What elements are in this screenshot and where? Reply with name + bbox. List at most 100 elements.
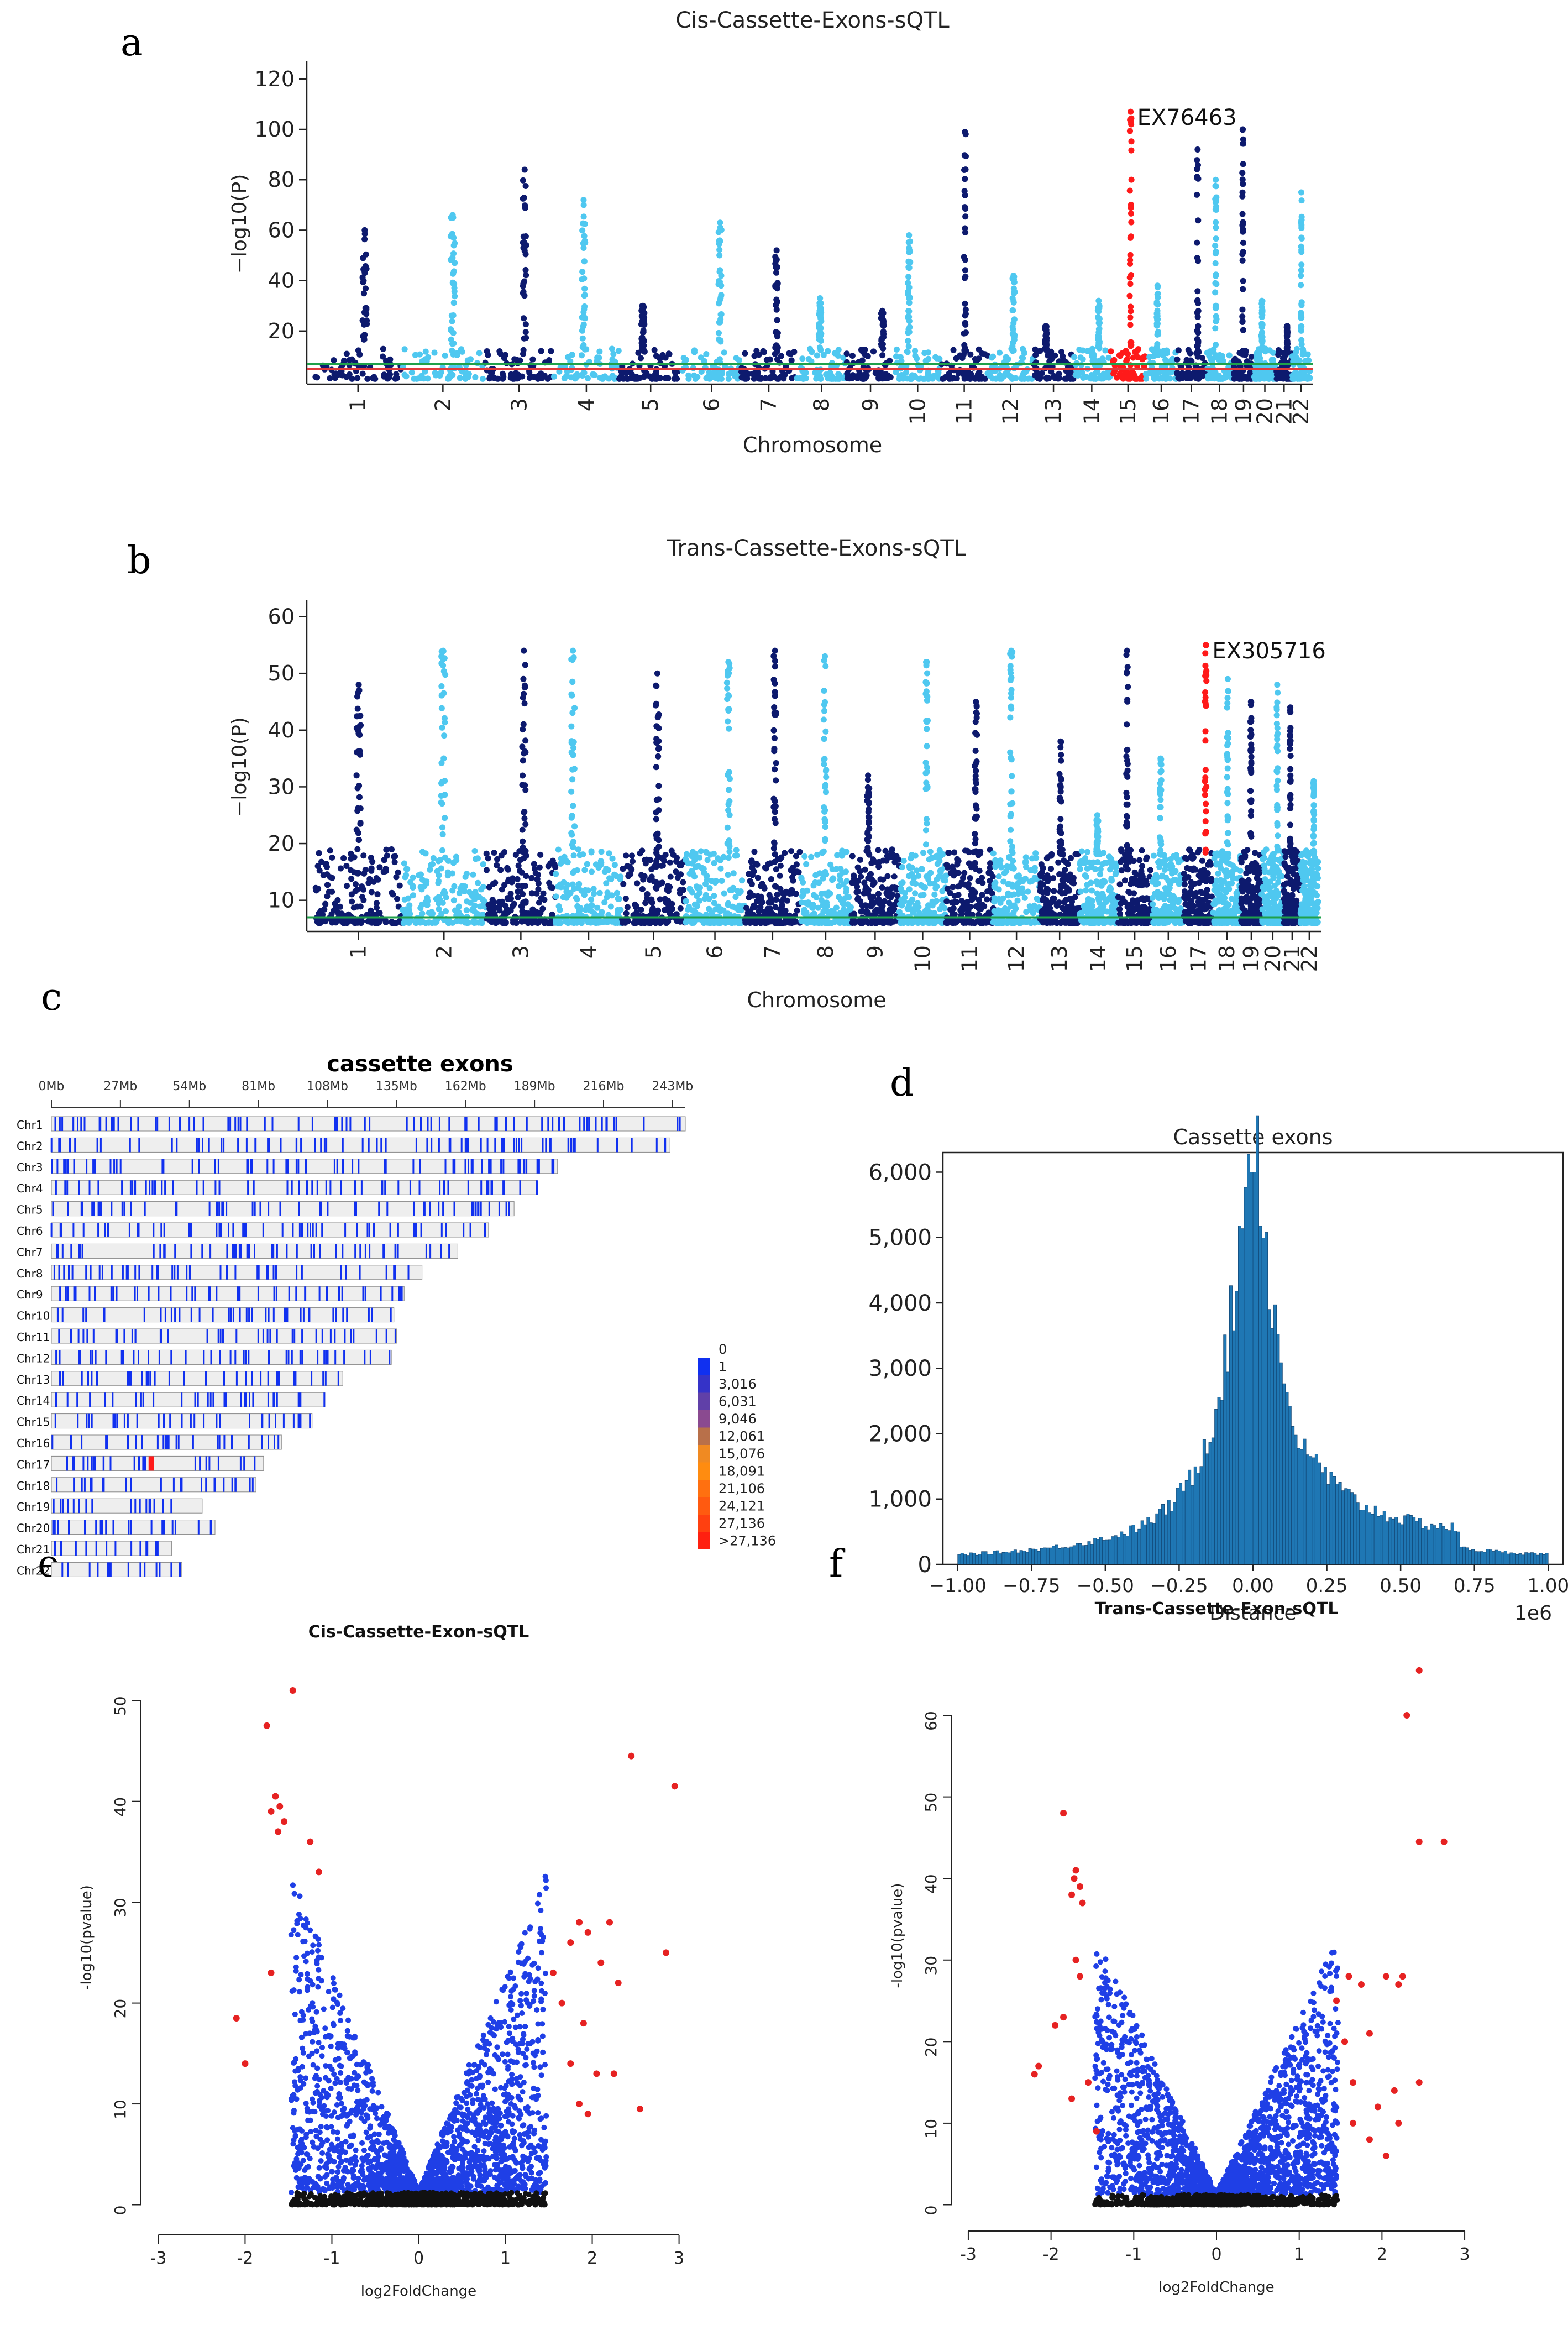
chromosome-label: Chr16 [17,1437,50,1450]
point-cloud-chr14 [1071,345,1114,382]
chromosome-label: Chr11 [17,1331,50,1344]
density-bands [50,1138,667,1153]
density-bands [53,1499,172,1514]
red-point [1031,2071,1038,2078]
x-tick-label: -3 [150,2249,166,2268]
x-tick-label-chr16: 16 [1149,398,1173,425]
red-point [1349,2119,1356,2127]
highlight-label: EX305716 [1212,638,1325,664]
peak-points-chr14 [1093,812,1102,857]
chromosome-bar [51,1137,670,1153]
chromosome-label: Chr6 [17,1224,43,1238]
red-point [628,1752,635,1760]
peak-points-chr15 [1126,108,1135,349]
legend-label: 9,046 [719,1411,757,1427]
point-cloud-chr8 [798,847,854,926]
x-axis-label: log2FoldChange [1158,2279,1274,2296]
red-point [1415,1838,1423,1845]
x-tick-label: 1 [1294,2245,1304,2264]
y-tick-label: 30 [111,1898,129,1918]
red-point [268,1969,275,1976]
red-point [1072,1867,1079,1874]
red-point [263,1722,270,1729]
x-tick-label-chr2: 2 [432,945,456,959]
y-tick-label: 30 [268,774,295,799]
axis-tick-label: 54Mb [172,1080,206,1093]
x-tick-label: 0.25 [1306,1575,1348,1597]
x-tick-label: -1 [1125,2245,1142,2264]
legend-label: 6,031 [719,1394,757,1410]
point-cloud-chr21 [1281,847,1304,926]
red-point [1399,1973,1406,1980]
chromosome-label: Chr5 [17,1203,43,1217]
density-bands [55,1350,391,1365]
manhattan-plot-a: Cis-Cassette-Exons-sQTL20406080100120−lo… [228,8,1313,457]
peak-points-chr8 [820,653,830,855]
peak-points-chr11 [961,129,969,354]
red-point [1333,1997,1340,2004]
red-point [615,1980,622,1987]
y-tick-label: 5,000 [868,1226,932,1251]
panel-letter-f: f [829,1542,843,1586]
point-cloud-chr2 [400,346,486,382]
legend-swatch [698,1392,710,1410]
manhattan-plot-b: Trans-Cassette-Exons-sQTL 10 20 30 40 50 60 −lo… [228,536,1326,1012]
chromosome-label: Chr13 [17,1373,50,1386]
peak-points-chr9 [864,772,873,858]
y-tick-label: 20 [111,1999,129,2019]
x-tick-label: 2 [587,2249,597,2268]
x-tick-label-chr9: 9 [858,398,883,411]
density-bands [55,1180,538,1195]
red-point [1052,2022,1059,2029]
x-tick-label-chr20: 20 [1261,945,1285,972]
point-cloud-chr9 [848,846,903,926]
red-point [597,1959,605,1966]
density-bands [50,1223,486,1237]
x-tick-label-chr1: 1 [346,398,370,411]
x-axis-label: log2FoldChange [361,2283,476,2300]
black-points [1092,2192,1340,2208]
x-tick-label-chr9: 9 [863,945,887,959]
y-tick-label: 4,000 [868,1291,932,1316]
peak-points-chr8 [815,295,825,353]
red-point [1382,2152,1389,2159]
chromosome-bar [51,1455,264,1471]
x-tick-label-chr17: 17 [1179,398,1203,425]
chart-title-e: Cis-Cassette-Exon-sQTL [308,1622,529,1642]
chart-title-f: Trans-Cassette-Exon-sQTL [1095,1599,1339,1619]
density-bands [54,1117,681,1131]
peak-points-chr20 [1258,297,1266,353]
chromosome-bar [51,1201,515,1217]
red-point [1440,1838,1448,1845]
red-point [1357,1981,1365,1988]
x-tick-label-chr1: 1 [346,945,370,959]
legend-label: 12,061 [719,1429,765,1444]
peak-points-chr21 [1287,704,1294,850]
data-points [312,642,1321,926]
y-tick-label: 60 [922,1711,940,1731]
hotspot-band [148,1456,154,1471]
point-cloud-chr3 [483,848,559,926]
red-point [272,1793,279,1800]
x-axis-label: Chromosome [747,988,886,1012]
x-tick-label-chr14: 14 [1079,398,1104,425]
black-points [289,2190,548,2208]
point-cloud-chr20 [1258,846,1287,926]
y-tick-label: 0 [111,2206,129,2216]
red-point [1077,1883,1084,1890]
peak-points-chr19 [1239,126,1246,354]
peak-points-chr5 [638,302,648,354]
red-point [663,1949,670,1956]
peak-points-chr14 [1094,297,1103,352]
x-axis-label: Distance [1209,1602,1296,1625]
x-tick-label-chr17: 17 [1186,945,1210,972]
red-point [315,1868,322,1876]
chromosome-label: Chr15 [17,1416,50,1429]
axis-tick-label: 0Mb [39,1080,65,1093]
red-point [1415,1667,1423,1674]
chromosome-label: Chr7 [17,1245,43,1259]
axis-tick-label: 81Mb [242,1080,275,1093]
x-tick-label-chr18: 18 [1207,398,1231,425]
density-bands [66,1456,256,1471]
peak-points-chr16 [1156,755,1165,858]
